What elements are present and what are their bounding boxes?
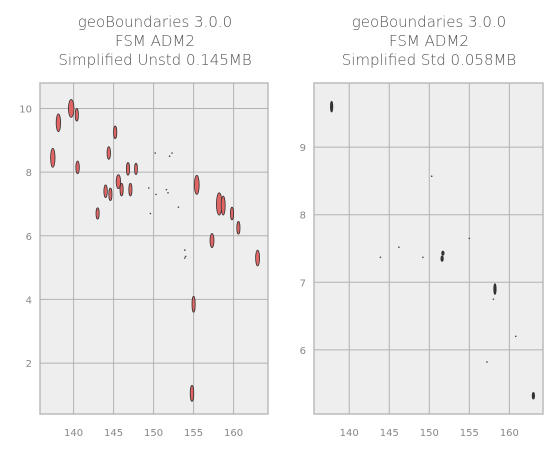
plot-area-background — [313, 82, 544, 415]
admin-boundary-shape — [189, 384, 195, 402]
y-tick-label: 6 — [26, 232, 32, 243]
admin-boundary-shape — [67, 99, 75, 118]
admin-boundary-shape — [75, 160, 80, 175]
admin-boundary-shape — [134, 162, 138, 176]
x-tick-label: 145 — [104, 428, 123, 439]
map-panel-std: 140 145 150 155 160 6 7 8 9 — [300, 82, 544, 439]
admin-boundary-shape — [441, 250, 445, 256]
admin-boundary-shape — [119, 182, 124, 197]
admin-boundary-shape — [209, 233, 215, 248]
island-speck — [492, 298, 495, 300]
admin-boundary-shape — [220, 195, 226, 216]
island-speck — [148, 187, 150, 189]
admin-boundary-shape — [531, 391, 535, 400]
admin-boundary-shape — [55, 113, 62, 133]
x-tick-label: 160 — [500, 428, 519, 439]
panel-2-title-line-2: FSM ADM2 — [389, 32, 469, 50]
admin-boundary-shape — [126, 162, 131, 176]
y-tick-label: 10 — [19, 104, 32, 115]
panel-2-title-line-1: geoBoundaries 3.0.0 — [352, 13, 506, 31]
admin-boundary-shape — [194, 174, 200, 195]
x-tick-label: 155 — [184, 428, 203, 439]
admin-boundary-shape — [330, 100, 334, 113]
island-speck — [468, 237, 471, 240]
island-speck — [154, 152, 156, 154]
x-tick-label: 140 — [64, 428, 83, 439]
island-speck — [155, 193, 157, 196]
island-speck — [184, 255, 187, 258]
admin-boundary-shape — [128, 182, 133, 197]
panel-1-title-line-2: FSM ADM2 — [115, 32, 195, 50]
x-tick-label: 150 — [420, 428, 439, 439]
island-speck — [177, 206, 180, 208]
island-speck — [184, 249, 186, 251]
admin-boundary-shape — [493, 283, 497, 295]
island-speck — [149, 212, 152, 215]
map-panel-unstd: 140 145 150 155 160 2 4 6 8 10 — [19, 82, 269, 439]
island-speck — [430, 175, 433, 178]
y-tick-label: 9 — [300, 143, 306, 154]
admin-boundary-shape — [106, 146, 111, 160]
island-speck — [168, 155, 171, 158]
admin-boundary-shape — [440, 255, 444, 262]
island-speck — [379, 256, 382, 259]
x-tick-label: 150 — [144, 428, 163, 439]
admin-boundary-shape — [95, 207, 100, 220]
admin-boundary-shape — [50, 147, 56, 168]
island-speck — [165, 188, 168, 191]
y-tick-label: 8 — [300, 211, 306, 222]
admin-boundary-shape — [103, 184, 108, 198]
island-speck — [167, 192, 169, 194]
island-speck — [184, 257, 186, 259]
panel-2-title-line-3: Simplified Std 0.058MB — [342, 51, 517, 69]
x-tick-label: 140 — [340, 428, 359, 439]
island-speck — [486, 361, 488, 363]
admin-boundary-shape — [229, 206, 234, 221]
panel-1-title-line-1: geoBoundaries 3.0.0 — [78, 13, 232, 31]
island-speck — [514, 335, 517, 338]
y-tick-label: 7 — [300, 278, 306, 289]
x-tick-label: 160 — [224, 428, 243, 439]
admin-boundary-shape — [236, 221, 241, 235]
admin-boundary-shape — [108, 187, 113, 202]
admin-boundary-shape — [115, 174, 122, 190]
admin-boundary-shape — [113, 125, 118, 140]
y-tick-label: 2 — [26, 359, 32, 370]
y-tick-label: 6 — [300, 346, 306, 357]
x-tick-label: 155 — [460, 428, 479, 439]
x-tick-label: 145 — [380, 428, 399, 439]
y-tick-label: 8 — [26, 168, 32, 179]
island-speck — [422, 256, 424, 259]
island-speck — [398, 246, 400, 248]
admin-boundary-shape — [74, 108, 79, 122]
y-tick-label: 4 — [26, 295, 32, 306]
admin-boundary-shape — [255, 249, 261, 267]
panel-1-title-line-3: Simplified Unstd 0.145MB — [58, 51, 251, 69]
admin-boundary-shape — [191, 295, 196, 313]
island-speck — [171, 152, 173, 154]
